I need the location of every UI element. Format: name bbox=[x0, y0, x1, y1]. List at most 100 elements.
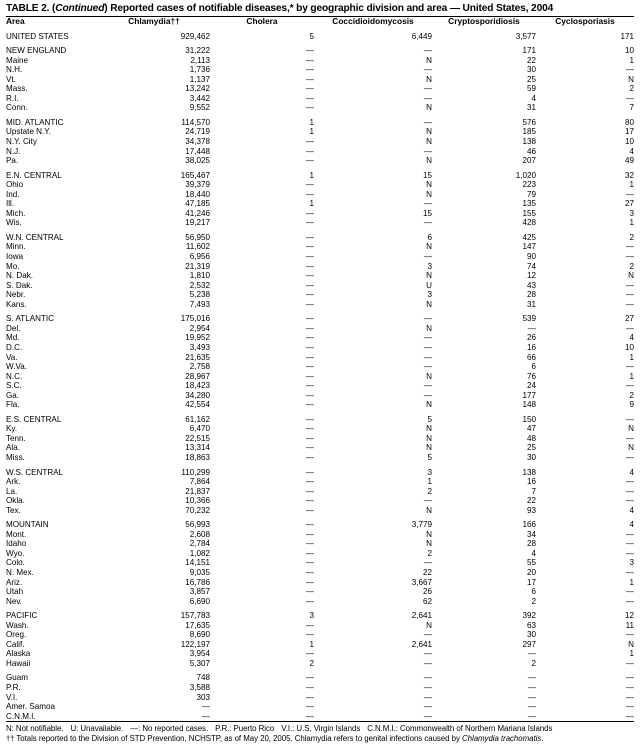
cell-cyclosporiasis: 10 bbox=[624, 137, 634, 147]
cell-area: N.H. bbox=[6, 65, 23, 75]
cell-area: Ga. bbox=[6, 390, 20, 400]
cell-cholera: — bbox=[305, 299, 314, 309]
cell-coccidioidomycosis: — bbox=[423, 658, 432, 668]
table-row: Ind. 18,440 — N 79 — bbox=[6, 190, 634, 200]
cell-cholera: — bbox=[305, 620, 314, 630]
title-continued: Continued bbox=[55, 3, 105, 14]
cell-cryptosporidiosis: 6 bbox=[531, 587, 536, 597]
cell-cholera: — bbox=[305, 548, 314, 558]
cell-cholera: 1 bbox=[309, 127, 314, 137]
table-row: Nebr. 5,238 — 3 28 — bbox=[6, 290, 634, 300]
table-row: N.J. 17,448 — — 46 4 bbox=[6, 147, 634, 157]
cell-coccidioidomycosis: — bbox=[423, 362, 432, 372]
cell-cholera: — bbox=[305, 692, 314, 702]
cell-chlamydia: 21,635 bbox=[185, 352, 210, 362]
cell-cholera: — bbox=[305, 683, 314, 692]
cell-cryptosporidiosis: 4 bbox=[531, 93, 536, 103]
cell-cyclosporiasis: — bbox=[625, 414, 634, 424]
cell-cryptosporidiosis: — bbox=[527, 692, 536, 702]
header-row: Area Chlamydia†† Cholera Coccidioidomyco… bbox=[6, 16, 634, 27]
col-header-cyclosporiasis: Cyclosporiasis bbox=[555, 16, 615, 26]
cell-area: Wyo. bbox=[6, 548, 25, 558]
cell-cholera: — bbox=[305, 567, 314, 577]
table-row: Nev. 6,690 — 62 2 — bbox=[6, 597, 634, 607]
cell-cryptosporidiosis: 34 bbox=[526, 529, 536, 539]
cell-coccidioidomycosis: 26 bbox=[422, 587, 432, 597]
cell-coccidioidomycosis: — bbox=[423, 252, 432, 262]
footnote-source-end: . bbox=[541, 734, 544, 744]
cell-cyclosporiasis: 171 bbox=[620, 31, 634, 41]
cell-area: Alaska bbox=[6, 649, 31, 659]
table-row: Utah 3,857 — 26 6 — bbox=[6, 587, 634, 597]
cell-cryptosporidiosis: 185 bbox=[522, 127, 536, 137]
table-row: MOUNTAIN 56,993 — 3,779 166 4 bbox=[6, 520, 634, 530]
cell-chlamydia: 2,113 bbox=[190, 55, 210, 65]
cell-cholera: — bbox=[305, 314, 314, 324]
cell-area: Mo. bbox=[6, 261, 20, 271]
table-row: Ark. 7,864 — 1 16 — bbox=[6, 477, 634, 487]
cell-coccidioidomycosis: 3,667 bbox=[411, 577, 432, 587]
cell-area: MOUNTAIN bbox=[6, 520, 49, 530]
cell-area: N. Dak. bbox=[6, 271, 33, 281]
cell-area: S. Dak. bbox=[6, 280, 33, 290]
cell-chlamydia: 28,967 bbox=[185, 371, 210, 381]
table-row: Ala. 13,314 — N 25 N bbox=[6, 443, 634, 453]
cell-cryptosporidiosis: 297 bbox=[522, 639, 536, 649]
cell-cyclosporiasis: 4 bbox=[629, 505, 634, 515]
cell-area: Colo. bbox=[6, 558, 25, 568]
footnote-cnmi: C.N.M.I.: Commonwealth of Northern Maria… bbox=[367, 723, 553, 733]
cell-cholera: — bbox=[305, 232, 314, 242]
cell-cholera: 1 bbox=[309, 199, 314, 209]
cell-coccidioidomycosis: — bbox=[423, 84, 432, 94]
table-row: Miss. 18,863 — 5 30 — bbox=[6, 453, 634, 463]
cell-cholera: — bbox=[305, 496, 314, 506]
cell-cryptosporidiosis: — bbox=[527, 711, 536, 721]
cell-cryptosporidiosis: 171 bbox=[522, 46, 536, 56]
cell-cyclosporiasis: — bbox=[625, 477, 634, 487]
cell-cryptosporidiosis: 30 bbox=[526, 65, 536, 75]
col-header-cholera: Cholera bbox=[246, 16, 278, 26]
table-row: S.C. 18,423 — — 24 — bbox=[6, 381, 634, 391]
cell-area: Iowa bbox=[6, 252, 24, 262]
cell-cyclosporiasis: — bbox=[625, 692, 634, 702]
cell-cryptosporidiosis: 22 bbox=[526, 496, 536, 506]
table-row: N. Mex. 9,035 — 22 20 — bbox=[6, 568, 634, 578]
cell-chlamydia: 19,217 bbox=[185, 218, 210, 228]
cell-chlamydia: 22,515 bbox=[185, 433, 210, 443]
footnote-u: U: Unavailable. bbox=[70, 723, 124, 733]
cell-coccidioidomycosis: — bbox=[423, 711, 432, 721]
table-row: Upstate N.Y. 24,719 1 N 185 17 bbox=[6, 127, 634, 137]
cell-chlamydia: 70,232 bbox=[185, 505, 210, 515]
cell-cryptosporidiosis: — bbox=[527, 323, 536, 333]
cell-coccidioidomycosis: 3 bbox=[427, 261, 432, 271]
cell-cryptosporidiosis: 7 bbox=[531, 486, 536, 496]
cell-cryptosporidiosis: 20 bbox=[526, 567, 536, 577]
table-row: Mich. 41,246 — 15 155 3 bbox=[6, 209, 634, 219]
table-row: Tenn. 22,515 — N 48 — bbox=[6, 434, 634, 444]
cell-cyclosporiasis: 9 bbox=[629, 400, 634, 410]
title-rule-top bbox=[6, 16, 634, 17]
cell-cyclosporiasis: N bbox=[628, 424, 634, 434]
cell-cyclosporiasis: 2 bbox=[629, 232, 634, 242]
footnote-n: N: Not notifiable. bbox=[6, 723, 64, 733]
cell-cryptosporidiosis: 138 bbox=[522, 467, 536, 477]
cell-coccidioidomycosis: 1 bbox=[427, 477, 432, 487]
cell-coccidioidomycosis: N bbox=[426, 103, 432, 113]
cell-chlamydia: 21,837 bbox=[185, 486, 210, 496]
cell-cyclosporiasis: — bbox=[625, 290, 634, 300]
table-row: W.S. CENTRAL 110,299 — 3 138 4 bbox=[6, 468, 634, 478]
col-header-coccidioidomycosis: Coccidioidomycosis bbox=[332, 16, 414, 26]
cell-coccidioidomycosis: — bbox=[423, 649, 432, 659]
cell-cryptosporidiosis: 155 bbox=[522, 208, 536, 218]
cell-coccidioidomycosis: — bbox=[423, 630, 432, 640]
cell-area: V.I. bbox=[6, 692, 18, 702]
cell-cryptosporidiosis: 135 bbox=[522, 199, 536, 209]
cell-area: Nebr. bbox=[6, 290, 26, 300]
cell-cryptosporidiosis: 138 bbox=[522, 137, 536, 147]
cell-cyclosporiasis: — bbox=[625, 529, 634, 539]
cell-cyclosporiasis: — bbox=[625, 252, 634, 262]
cell-area: Utah bbox=[6, 587, 24, 597]
cell-coccidioidomycosis: — bbox=[423, 496, 432, 506]
table-row: V.I. 303 — — — — bbox=[6, 693, 634, 703]
cell-cryptosporidiosis: 30 bbox=[526, 630, 536, 640]
